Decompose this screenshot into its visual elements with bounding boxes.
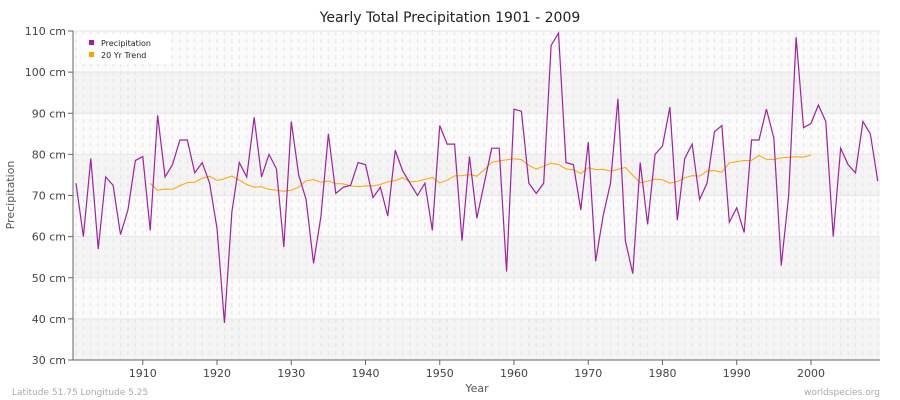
x-tick-label: 2000 bbox=[797, 367, 825, 380]
legend-label-precipitation: Precipitation bbox=[101, 39, 151, 48]
location-label: Latitude 51.75 Longitude 5.25 bbox=[12, 388, 148, 398]
grid-band bbox=[73, 72, 880, 114]
y-tick-label: 60 cm bbox=[32, 231, 66, 244]
chart-title: Yearly Total Precipitation 1901 - 2009 bbox=[319, 10, 581, 26]
x-tick-label: 1940 bbox=[352, 367, 380, 380]
y-tick-label: 100 cm bbox=[25, 66, 66, 79]
y-tick-label: 110 cm bbox=[25, 25, 66, 38]
x-tick-label: 1980 bbox=[648, 367, 676, 380]
legend-swatch-precipitation bbox=[89, 40, 94, 45]
y-axis-label: Precipitation bbox=[4, 161, 17, 230]
x-tick-label: 1920 bbox=[203, 367, 231, 380]
x-tick-label: 1930 bbox=[277, 367, 305, 380]
x-tick-label: 1950 bbox=[426, 367, 454, 380]
x-tick-label: 1970 bbox=[574, 367, 602, 380]
y-tick-label: 80 cm bbox=[32, 148, 66, 161]
legend: Precipitation 20 Yr Trend bbox=[82, 34, 170, 64]
y-tick-label: 90 cm bbox=[32, 107, 66, 120]
trend-line bbox=[149, 154, 812, 192]
legend-box bbox=[82, 34, 170, 64]
source-label: worldspecies.org bbox=[804, 388, 880, 398]
legend-swatch-trend bbox=[89, 52, 94, 57]
y-tick-label: 50 cm bbox=[32, 272, 66, 285]
y-tick-label: 30 cm bbox=[32, 354, 66, 367]
x-tick-label: 1910 bbox=[129, 367, 157, 380]
x-tick-label: 1990 bbox=[723, 367, 751, 380]
y-tick-label: 70 cm bbox=[32, 190, 66, 203]
legend-label-trend: 20 Yr Trend bbox=[101, 51, 146, 60]
x-axis-label: Year bbox=[464, 382, 489, 395]
y-tick-label: 40 cm bbox=[32, 313, 66, 326]
x-tick-label: 1960 bbox=[500, 367, 528, 380]
precipitation-line bbox=[75, 31, 879, 324]
